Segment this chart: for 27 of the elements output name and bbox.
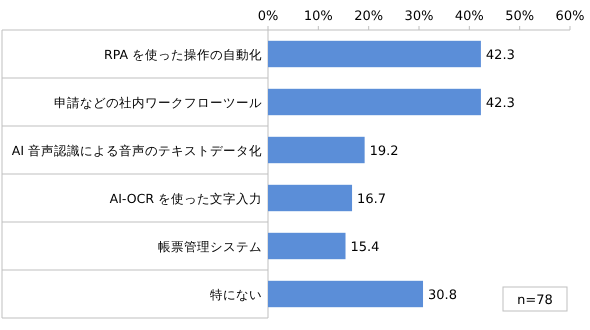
data-label: 16.7 (357, 192, 386, 207)
x-tick-label: 40% (454, 9, 484, 24)
x-tick-label: 0% (258, 9, 278, 24)
bar (268, 40, 481, 68)
bar (268, 232, 346, 260)
data-label: 19.2 (370, 144, 399, 159)
x-tick-label: 50% (505, 9, 534, 24)
annotation: n=78 (517, 293, 553, 308)
data-label: 42.3 (486, 96, 515, 111)
data-label: 15.4 (350, 240, 380, 255)
data-label: 30.8 (428, 288, 457, 303)
y-tick-label: AI-OCR を使った文字入力 (110, 191, 262, 206)
bar (268, 88, 481, 116)
bar (268, 136, 365, 164)
x-tick-label: 10% (304, 9, 333, 24)
y-tick-label: 申請などの社内ワークフローツール (54, 95, 262, 110)
data-label: 42.3 (486, 48, 515, 63)
bar (268, 184, 352, 212)
y-tick-label: 帳票管理システム (158, 239, 262, 254)
annotation: n=78 (502, 286, 568, 312)
x-tick-label: 30% (404, 9, 434, 24)
y-tick-label: RPA を使った操作の自動化 (104, 47, 262, 62)
y-tick-label: AI 音声認識による音声のテキストデータ化 (12, 143, 262, 158)
bar (268, 280, 424, 308)
x-tick-label: 20% (354, 9, 384, 24)
x-tick-label: 60% (556, 9, 584, 24)
y-tick-label: 特にない (210, 287, 262, 302)
